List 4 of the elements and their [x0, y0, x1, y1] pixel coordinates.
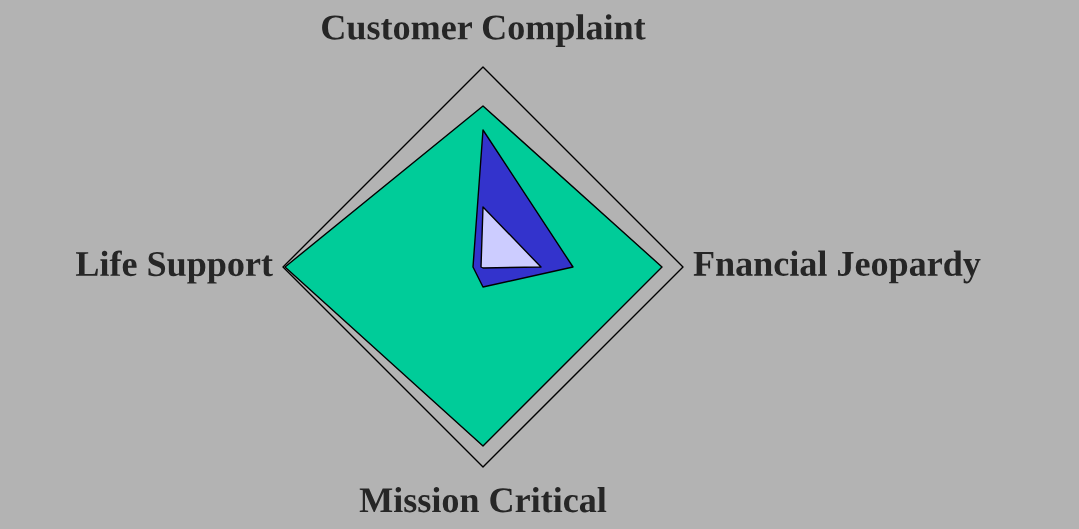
spoke-label: Customer Complaint [322, 14, 646, 47]
spoke-label: Life Support [75, 250, 273, 284]
spoke-label: Mission Critical [359, 487, 607, 513]
spoke-label: Fnancial Jeopardy [693, 250, 981, 284]
